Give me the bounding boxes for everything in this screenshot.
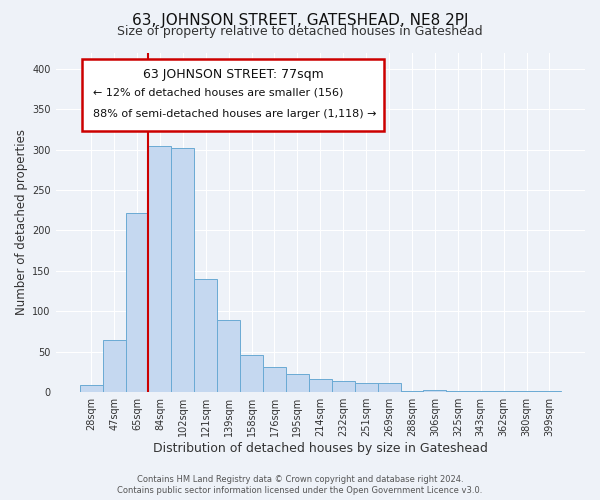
Bar xyxy=(446,390,469,392)
Text: ← 12% of detached houses are smaller (156): ← 12% of detached houses are smaller (15… xyxy=(93,87,343,97)
Bar xyxy=(80,385,103,392)
Bar xyxy=(263,367,286,392)
Bar xyxy=(377,384,401,392)
FancyBboxPatch shape xyxy=(82,60,384,130)
Bar xyxy=(492,390,515,392)
Text: Contains public sector information licensed under the Open Government Licence v3: Contains public sector information licen… xyxy=(118,486,482,495)
Bar xyxy=(401,390,424,392)
Text: Size of property relative to detached houses in Gateshead: Size of property relative to detached ho… xyxy=(117,25,483,38)
Bar xyxy=(148,146,172,392)
Bar xyxy=(538,390,561,392)
Bar xyxy=(309,380,332,392)
Bar xyxy=(103,340,125,392)
X-axis label: Distribution of detached houses by size in Gateshead: Distribution of detached houses by size … xyxy=(153,442,488,455)
Bar xyxy=(469,390,492,392)
Bar xyxy=(217,320,240,392)
Bar xyxy=(332,381,355,392)
Bar xyxy=(125,214,148,392)
Bar xyxy=(424,390,446,392)
Bar xyxy=(240,355,263,392)
Bar xyxy=(286,374,309,392)
Bar xyxy=(355,384,377,392)
Bar xyxy=(194,279,217,392)
Bar xyxy=(172,148,194,392)
Text: 63, JOHNSON STREET, GATESHEAD, NE8 2PJ: 63, JOHNSON STREET, GATESHEAD, NE8 2PJ xyxy=(132,12,468,28)
Text: 63 JOHNSON STREET: 77sqm: 63 JOHNSON STREET: 77sqm xyxy=(143,68,323,81)
Y-axis label: Number of detached properties: Number of detached properties xyxy=(15,130,28,316)
Text: 88% of semi-detached houses are larger (1,118) →: 88% of semi-detached houses are larger (… xyxy=(93,108,376,118)
Text: Contains HM Land Registry data © Crown copyright and database right 2024.: Contains HM Land Registry data © Crown c… xyxy=(137,475,463,484)
Bar xyxy=(515,390,538,392)
